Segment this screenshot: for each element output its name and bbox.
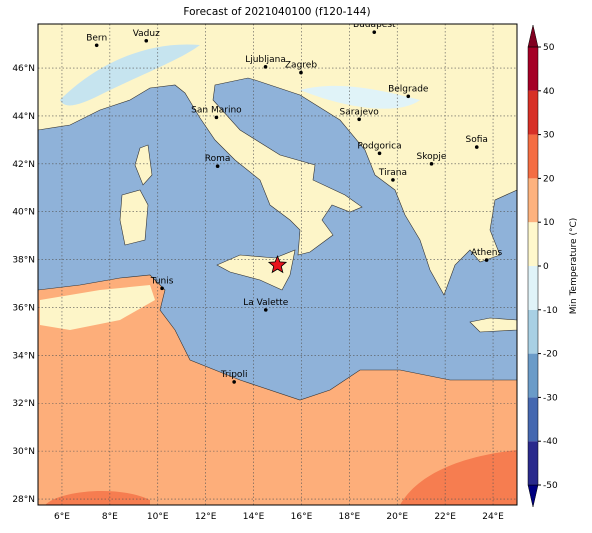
x-tick-label: 6°E xyxy=(54,512,70,522)
city-label: Ljubljana xyxy=(245,55,286,65)
city-dot xyxy=(377,151,382,156)
x-tick-label: 12°E xyxy=(195,512,217,522)
colorbar-tick-label: 0 xyxy=(543,262,549,272)
colorbar-tick-label: -30 xyxy=(543,393,558,403)
city-label: Roma xyxy=(205,154,231,164)
city-dot xyxy=(429,162,434,166)
colorbar-tick-label: -10 xyxy=(543,306,558,316)
crete xyxy=(469,317,517,333)
cold-area xyxy=(300,85,420,109)
location-marker xyxy=(267,255,288,274)
x-tick-label: 24°E xyxy=(482,512,504,522)
city-dot xyxy=(474,145,479,149)
colorbar-segment xyxy=(528,266,538,310)
y-tick-label: 28°N xyxy=(12,495,35,505)
colorbar-extend xyxy=(527,484,539,508)
colorbar-segment xyxy=(528,353,538,398)
colorbar-segment xyxy=(528,397,538,442)
x-tick-label: 10°E xyxy=(147,512,169,522)
city-dot xyxy=(263,65,268,69)
x-tick-label: 18°E xyxy=(339,512,361,522)
colorbar-tick-label: 20 xyxy=(543,174,555,184)
city-label: Podgorica xyxy=(357,141,401,151)
y-tick-label: 38°N xyxy=(12,256,35,266)
corsica xyxy=(134,144,153,186)
colorbar-segment xyxy=(528,222,538,266)
city-label: Tunis xyxy=(150,276,174,286)
colorbar-segment xyxy=(528,134,538,179)
y-tick-label: 40°N xyxy=(12,208,35,218)
city-dot xyxy=(214,115,219,120)
city-dot xyxy=(484,258,489,262)
title: Forecast of 2021040100 (f120-144) xyxy=(183,6,370,18)
x-tick-label: 16°E xyxy=(291,512,313,522)
city-dot xyxy=(299,70,303,75)
y-tick-label: 34°N xyxy=(12,351,35,361)
city-dot xyxy=(372,30,377,34)
colorbar-tick-label: 10 xyxy=(543,218,555,228)
sardinia xyxy=(119,189,149,246)
city-label: Budapest xyxy=(353,20,396,30)
city-label: Zagreb xyxy=(285,61,317,71)
y-tick-label: 46°N xyxy=(12,64,35,74)
x-tick-label: 14°E xyxy=(243,512,265,522)
city-dot xyxy=(94,43,99,48)
city-dot xyxy=(160,286,164,291)
colorbar-tick-label: 30 xyxy=(543,131,555,141)
city-label: Tirana xyxy=(378,168,407,178)
y-tick-label: 42°N xyxy=(12,160,35,170)
city-dot xyxy=(232,380,236,384)
x-tick-label: 22°E xyxy=(434,512,456,522)
x-tick-label: 8°E xyxy=(102,512,118,522)
colorbar-tick-label: -40 xyxy=(543,437,558,447)
city-label: Vaduz xyxy=(133,29,160,39)
city-label: Skopje xyxy=(417,152,447,162)
hot-area xyxy=(45,450,517,505)
city-dot xyxy=(357,117,361,122)
colorbar-tick-label: -50 xyxy=(543,481,558,491)
city-label: Sarajevo xyxy=(340,107,380,117)
city-label: Athens xyxy=(471,248,502,258)
colorbar-segment xyxy=(528,309,538,354)
y-tick-label: 36°N xyxy=(12,303,35,313)
colorbar-segment xyxy=(528,441,538,485)
x-tick-label: 20°E xyxy=(386,512,408,522)
colorbar-segment xyxy=(528,178,538,223)
city-dot xyxy=(391,178,395,182)
city-dot xyxy=(215,164,220,169)
city-dot xyxy=(406,94,411,99)
city-label: La Valette xyxy=(243,298,288,308)
city-label: Sofia xyxy=(466,135,488,145)
colorbar-tick-label: 40 xyxy=(543,87,555,97)
y-tick-label: 30°N xyxy=(12,447,35,457)
y-tick-label: 44°N xyxy=(12,112,35,122)
city-dot xyxy=(144,38,149,43)
city-label: San Marino xyxy=(191,105,242,115)
map-frame xyxy=(37,23,518,506)
colorbar-tick-label: 50 xyxy=(543,43,555,53)
colorbar-tick-label: -20 xyxy=(543,350,558,360)
colorbar-extend xyxy=(527,24,539,48)
y-tick-label: 32°N xyxy=(12,399,35,409)
city-label: Bern xyxy=(86,33,107,43)
colorbar-label: Min Temperature (°C) xyxy=(569,218,579,315)
colorbar-segment xyxy=(528,47,538,91)
cold-area xyxy=(60,44,200,106)
city-label: Belgrade xyxy=(388,84,429,94)
colorbar-segment xyxy=(528,90,538,135)
city-label: Tripoli xyxy=(220,370,248,380)
city-dot xyxy=(263,308,268,312)
